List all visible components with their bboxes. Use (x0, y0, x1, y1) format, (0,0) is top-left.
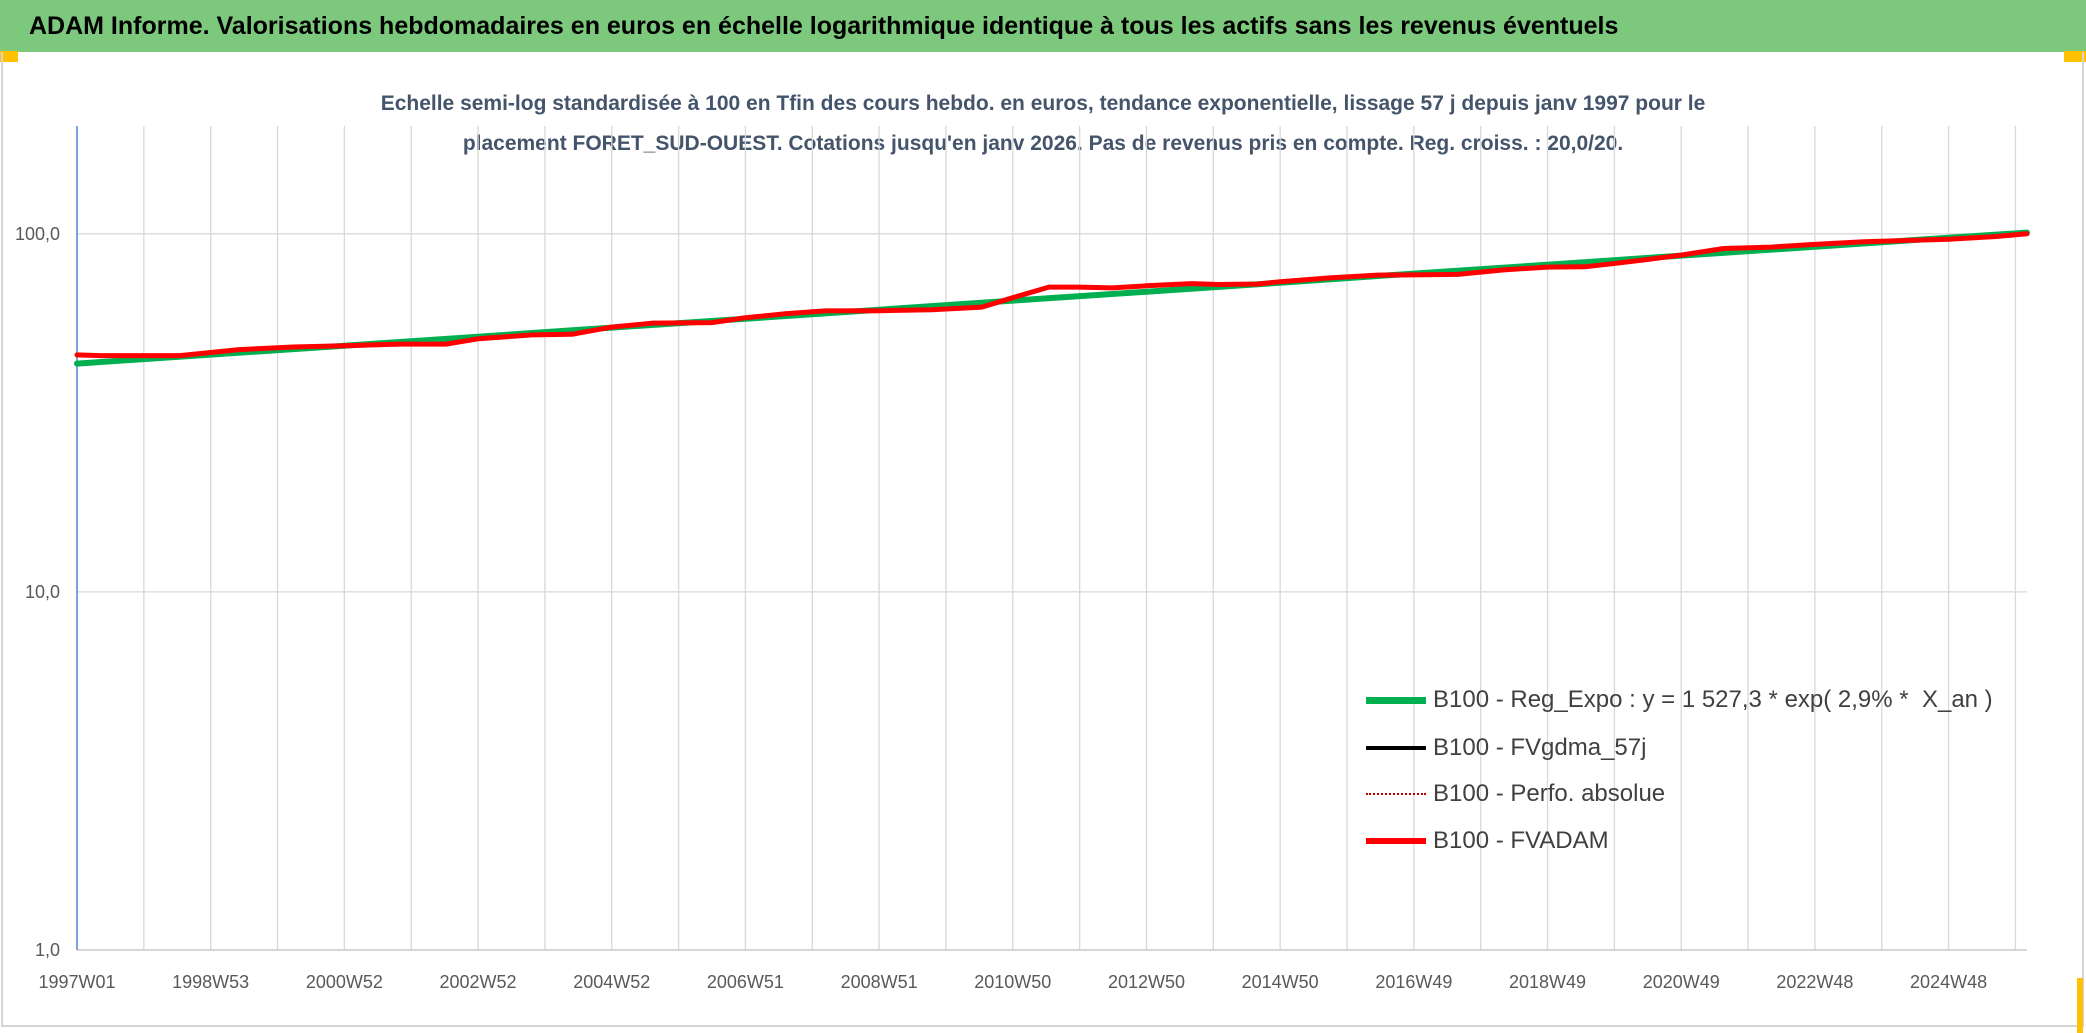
title-banner: ADAM Informe. Valorisations hebdomadaire… (0, 0, 2086, 52)
x-tick-label: 2018W49 (1509, 972, 1586, 992)
x-tick-label: 2004W52 (573, 972, 650, 992)
legend-label-fvadam: B100 - FVADAM (1433, 827, 1609, 854)
chart-title-line-2: placement FORET_SUD-OUEST. Cotations jus… (462, 132, 1624, 155)
legend-item-reg-expo: B100 - Reg_Expo : y = 1 527,3 * exp( 2,9… (1366, 684, 1993, 716)
chart-title-line-1: Echelle semi-log standardisée à 100 en T… (380, 92, 1706, 115)
legend-swatch-fvgdma (1366, 746, 1426, 750)
legend-swatch-fvadam (1366, 838, 1426, 844)
x-tick-label: 2020W49 (1643, 972, 1720, 992)
x-tick-label: 2024W48 (1910, 972, 1987, 992)
x-tick-label: 1998W53 (172, 972, 249, 992)
y-tick-label: 100,0 (15, 224, 60, 244)
y-tick-label: 1,0 (35, 940, 60, 960)
legend-item-fvadam: B100 - FVADAM (1366, 825, 1609, 857)
x-tick-label: 2012W50 (1108, 972, 1185, 992)
legend-label-fvgdma: B100 - FVgdma_57j (1433, 734, 1647, 761)
x-tick-label: 2014W50 (1242, 972, 1319, 992)
legend-swatch-reg-expo (1366, 696, 1426, 704)
legend-swatch-perfo-absolue (1366, 793, 1426, 795)
report-title: ADAM Informe. Valorisations hebdomadaire… (29, 12, 1619, 40)
y-tick-label: 10,0 (25, 582, 60, 602)
x-tick-label: 1997W01 (38, 972, 115, 992)
legend-item-fvgdma: B100 - FVgdma_57j (1366, 732, 1646, 764)
corner-marker-bottom-right (2077, 978, 2083, 1033)
chart-title: Echelle semi-log standardisée à 100 en T… (0, 84, 2086, 164)
corner-marker-right (2064, 51, 2086, 62)
x-tick-label: 2022W48 (1776, 972, 1853, 992)
x-tick-label: 2010W50 (974, 972, 1051, 992)
corner-marker-left (0, 51, 18, 62)
series-line-reg-expo (74, 229, 2030, 367)
legend-label-reg-expo: B100 - Reg_Expo : y = 1 527,3 * exp( 2,9… (1433, 686, 1993, 713)
x-tick-label: 2006W51 (707, 972, 784, 992)
x-tick-label: 2016W49 (1375, 972, 1452, 992)
series-line-fvadam (74, 231, 2030, 359)
x-tick-label: 2002W52 (440, 972, 517, 992)
legend-item-perfo-absolue: B100 - Perfo. absolue (1366, 778, 1665, 810)
legend-label-perfo-absolue: B100 - Perfo. absolue (1433, 780, 1666, 807)
chart-frame (1, 52, 2084, 1027)
x-tick-label: 2008W51 (841, 972, 918, 992)
x-tick-label: 2000W52 (306, 972, 383, 992)
